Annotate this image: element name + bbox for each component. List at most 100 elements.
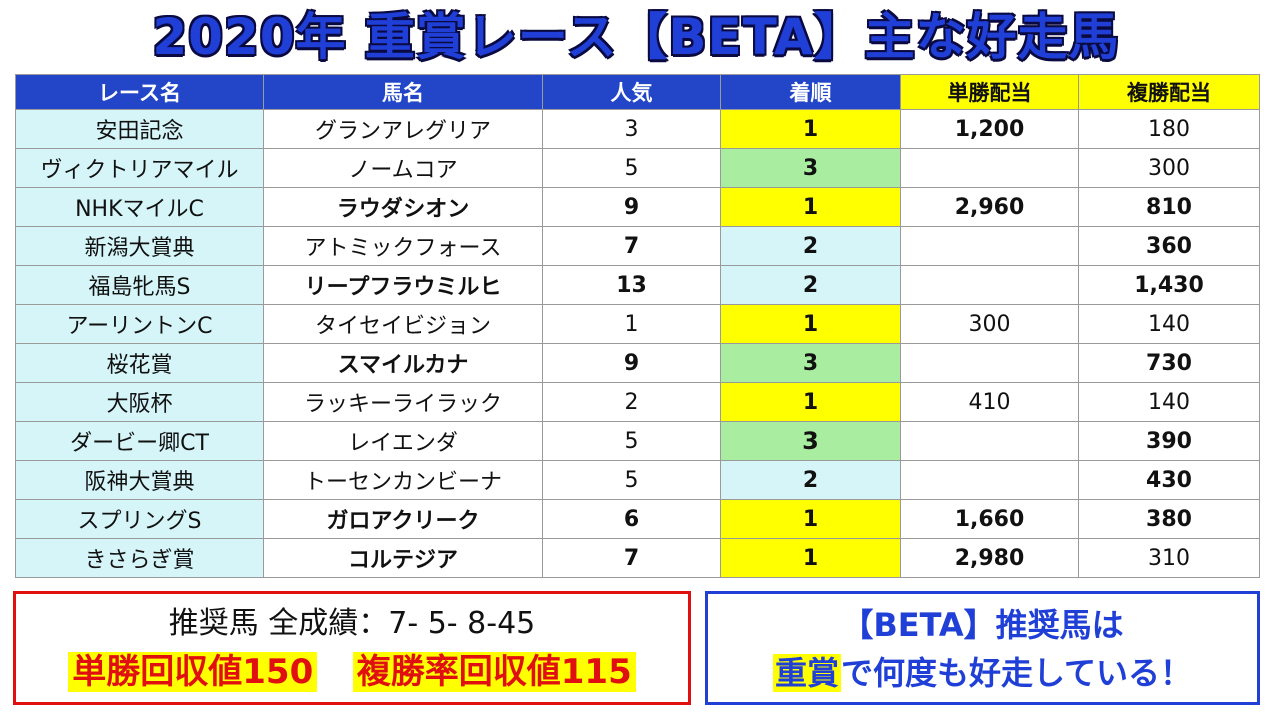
place-payout: 380 (1078, 499, 1260, 539)
win-payout (900, 226, 1079, 266)
finish-rank: 1 (720, 382, 901, 422)
win-return-value: 単勝回収値150 (68, 652, 318, 692)
win-payout: 2,960 (900, 187, 1079, 227)
win-payout (900, 343, 1079, 383)
header-race: レース名 (15, 74, 264, 110)
summary-box: 推奨馬 全成績：7- 5- 8-45 単勝回収値150 複勝率回収値115 (13, 591, 691, 705)
finish-rank: 3 (720, 148, 901, 188)
place-payout: 300 (1078, 148, 1260, 188)
table-row: きさらぎ賞 コルテジア 7 1 2,980 310 (15, 538, 1260, 578)
finish-rank: 1 (720, 538, 901, 578)
popularity: 5 (542, 421, 721, 461)
horse-name: ラッキーライラック (263, 382, 543, 422)
table-row: 阪神大賞典 トーセンカンビーナ 5 2 430 (15, 460, 1260, 500)
place-payout: 810 (1078, 187, 1260, 227)
finish-rank: 1 (720, 187, 901, 227)
table-row: スプリングS ガロアクリーク 6 1 1,660 380 (15, 499, 1260, 539)
popularity: 3 (542, 109, 721, 149)
win-payout: 1,660 (900, 499, 1079, 539)
win-payout: 2,980 (900, 538, 1079, 578)
header-place-payout: 複勝配当 (1078, 74, 1260, 110)
popularity: 5 (542, 148, 721, 188)
finish-rank: 2 (720, 226, 901, 266)
win-payout (900, 421, 1079, 461)
popularity: 6 (542, 499, 721, 539)
win-payout: 410 (900, 382, 1079, 422)
race-name: 新潟大賞典 (15, 226, 264, 266)
message-box: 【BETA】推奨馬は 重賞で何度も好走している！ (705, 591, 1260, 705)
table-row: 新潟大賞典 アトミックフォース 7 2 360 (15, 226, 1260, 266)
return-values: 単勝回収値150 複勝率回収値115 (16, 650, 688, 694)
horse-name: コルテジア (263, 538, 543, 578)
finish-rank: 1 (720, 304, 901, 344)
message-line-1: 【BETA】推奨馬は (841, 606, 1124, 644)
header-finish: 着順 (720, 74, 901, 110)
table-row: 桜花賞 スマイルカナ 9 3 730 (15, 343, 1260, 383)
place-payout: 180 (1078, 109, 1260, 149)
finish-rank: 1 (720, 109, 901, 149)
race-name: 大阪杯 (15, 382, 264, 422)
race-name: 桜花賞 (15, 343, 264, 383)
finish-rank: 1 (720, 499, 901, 539)
popularity: 9 (542, 187, 721, 227)
table-row: ダービー卿CT レイエンダ 5 3 390 (15, 421, 1260, 461)
message-rest: で何度も好走している！ (840, 654, 1193, 692)
place-payout: 310 (1078, 538, 1260, 578)
place-payout: 360 (1078, 226, 1260, 266)
table-header-row: レース名 馬名 人気 着順 単勝配当 複勝配当 (15, 74, 1260, 110)
message-line-2: 重賞で何度も好走している！ (708, 652, 1257, 694)
page-title: 2020年 重賞レース【BETA】主な好走馬 (152, 8, 1120, 66)
place-return-value: 複勝率回収値115 (352, 652, 636, 692)
place-payout: 140 (1078, 304, 1260, 344)
horse-name: リープフラウミルヒ (263, 265, 543, 305)
finish-rank: 2 (720, 460, 901, 500)
table-row: 安田記念 グランアレグリア 3 1 1,200 180 (15, 109, 1260, 149)
header-win-payout: 単勝配当 (900, 74, 1079, 110)
popularity: 9 (542, 343, 721, 383)
race-name: ダービー卿CT (15, 421, 264, 461)
horse-name: ノームコア (263, 148, 543, 188)
win-payout (900, 460, 1079, 500)
horse-name: ラウダシオン (263, 187, 543, 227)
header-popularity: 人気 (542, 74, 721, 110)
horse-name: タイセイビジョン (263, 304, 543, 344)
race-name: ヴィクトリアマイル (15, 148, 264, 188)
race-name: スプリングS (15, 499, 264, 539)
overall-record: 推奨馬 全成績：7- 5- 8-45 (168, 606, 536, 641)
popularity: 7 (542, 226, 721, 266)
race-results-table: レース名 馬名 人気 着順 単勝配当 複勝配当 安田記念 グランアレグリア 3 … (15, 74, 1260, 578)
table-row: アーリントンC タイセイビジョン 1 1 300 140 (15, 304, 1260, 344)
race-name: きさらぎ賞 (15, 538, 264, 578)
place-payout: 140 (1078, 382, 1260, 422)
message-highlight: 重賞 (772, 654, 841, 692)
popularity: 2 (542, 382, 721, 422)
popularity: 5 (542, 460, 721, 500)
place-payout: 730 (1078, 343, 1260, 383)
place-payout: 430 (1078, 460, 1260, 500)
finish-rank: 3 (720, 343, 901, 383)
table-row: 大阪杯 ラッキーライラック 2 1 410 140 (15, 382, 1260, 422)
race-name: 阪神大賞典 (15, 460, 264, 500)
table-row: ヴィクトリアマイル ノームコア 5 3 300 (15, 148, 1260, 188)
horse-name: トーセンカンビーナ (263, 460, 543, 500)
place-payout: 390 (1078, 421, 1260, 461)
horse-name: スマイルカナ (263, 343, 543, 383)
finish-rank: 3 (720, 421, 901, 461)
race-name: 福島牝馬S (15, 265, 264, 305)
table-row: 福島牝馬S リープフラウミルヒ 13 2 1,430 (15, 265, 1260, 305)
horse-name: レイエンダ (263, 421, 543, 461)
win-payout (900, 148, 1079, 188)
table-row: NHKマイルC ラウダシオン 9 1 2,960 810 (15, 187, 1260, 227)
win-payout: 1,200 (900, 109, 1079, 149)
header-horse: 馬名 (263, 74, 543, 110)
popularity: 1 (542, 304, 721, 344)
win-payout (900, 265, 1079, 305)
race-name: アーリントンC (15, 304, 264, 344)
horse-name: グランアレグリア (263, 109, 543, 149)
race-name: 安田記念 (15, 109, 264, 149)
horse-name: アトミックフォース (263, 226, 543, 266)
popularity: 7 (542, 538, 721, 578)
race-name: NHKマイルC (15, 187, 264, 227)
horse-name: ガロアクリーク (263, 499, 543, 539)
win-payout: 300 (900, 304, 1079, 344)
